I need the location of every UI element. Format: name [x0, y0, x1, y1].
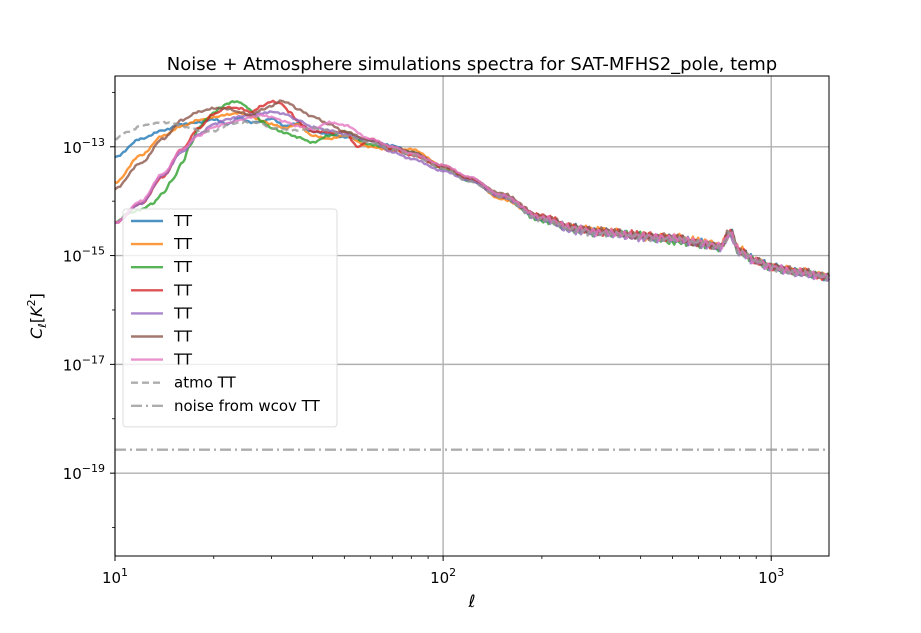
chart-title: Noise + Atmosphere simulations spectra f… [167, 54, 777, 75]
y-axis-label: Cℓ[K2] [25, 293, 49, 339]
legend-box [122, 208, 338, 428]
legend-label: TT [173, 351, 193, 369]
legend-label: TT [173, 281, 193, 299]
legend-label: atmo TT [174, 374, 237, 392]
legend-label: noise from wcov TT [174, 397, 321, 415]
legend-label: TT [173, 304, 193, 322]
legend-label: TT [173, 212, 193, 230]
x-axis-label: ℓ [467, 592, 475, 612]
legend-label: TT [173, 235, 193, 253]
legend: TT TT TT TT TT TT TT atmo TT noise from wcov TT [122, 208, 338, 428]
plot-lines [114, 99, 831, 451]
legend-label: TT [173, 328, 193, 346]
series-line-8 [114, 120, 830, 282]
plot-frame [114, 75, 830, 557]
legend-label: TT [173, 258, 193, 276]
